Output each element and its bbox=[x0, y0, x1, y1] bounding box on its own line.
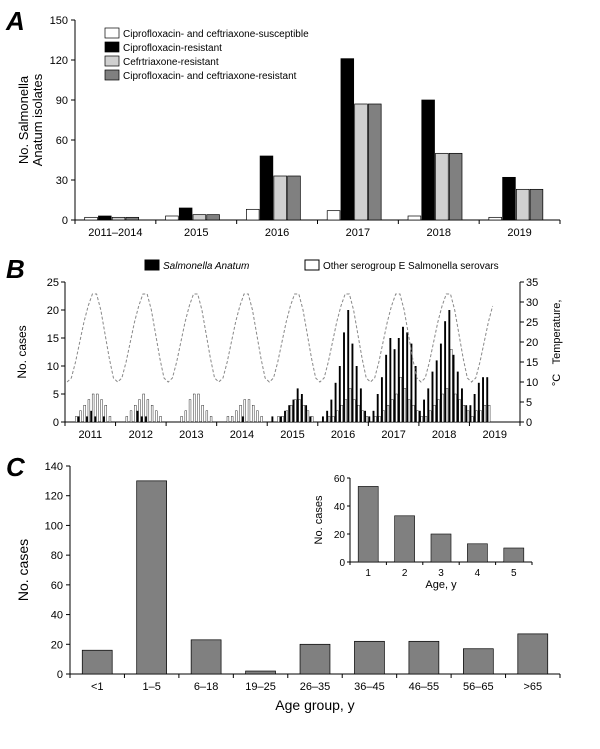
panel-b: B Salmonella AnatumOther serogroup E Sal… bbox=[10, 258, 590, 448]
panel-a: A 0306090120150No. SalmonellaAnatum isol… bbox=[10, 10, 590, 250]
svg-text:Temperature,: Temperature, bbox=[551, 300, 563, 365]
svg-text:2019: 2019 bbox=[507, 227, 531, 239]
svg-text:25: 25 bbox=[47, 277, 59, 289]
svg-text:2017: 2017 bbox=[381, 429, 405, 441]
svg-text:20: 20 bbox=[526, 337, 538, 349]
svg-text:2018: 2018 bbox=[427, 227, 451, 239]
svg-text:Age, y: Age, y bbox=[425, 579, 457, 591]
svg-text:0: 0 bbox=[57, 669, 63, 681]
svg-text:0: 0 bbox=[339, 558, 345, 569]
svg-text:No. cases: No. cases bbox=[15, 539, 31, 601]
svg-text:2018: 2018 bbox=[432, 429, 456, 441]
svg-text:6–18: 6–18 bbox=[194, 681, 218, 693]
svg-text:0: 0 bbox=[526, 417, 532, 429]
panel-c-chart: 020406080100120140No. cases<11–56–1819–2… bbox=[10, 456, 590, 716]
svg-text:140: 140 bbox=[45, 461, 63, 473]
svg-text:Age group, y: Age group, y bbox=[275, 697, 354, 713]
svg-text:20: 20 bbox=[334, 530, 346, 541]
svg-text:Anatum isolates: Anatum isolates bbox=[30, 73, 45, 166]
svg-text:2011–2014: 2011–2014 bbox=[88, 227, 142, 239]
svg-text:1: 1 bbox=[365, 568, 371, 579]
svg-text:No. cases: No. cases bbox=[313, 495, 325, 544]
svg-text:15: 15 bbox=[47, 333, 59, 345]
svg-text:150: 150 bbox=[50, 15, 68, 27]
svg-text:2016: 2016 bbox=[265, 227, 289, 239]
svg-text:0: 0 bbox=[62, 215, 68, 227]
svg-text:2015: 2015 bbox=[280, 429, 304, 441]
svg-text:30: 30 bbox=[526, 297, 538, 309]
svg-text:2011: 2011 bbox=[78, 429, 102, 441]
svg-text:Other serogroup E Salmonella s: Other serogroup E Salmonella serovars bbox=[323, 261, 499, 272]
svg-text:56–65: 56–65 bbox=[463, 681, 494, 693]
svg-text:26–35: 26–35 bbox=[300, 681, 331, 693]
svg-text:19–25: 19–25 bbox=[245, 681, 276, 693]
svg-text:0: 0 bbox=[53, 417, 59, 429]
svg-text:5: 5 bbox=[53, 389, 59, 401]
svg-text:2013: 2013 bbox=[179, 429, 203, 441]
svg-text:60: 60 bbox=[334, 474, 346, 485]
svg-text:60: 60 bbox=[56, 135, 68, 147]
svg-text:40: 40 bbox=[334, 502, 346, 513]
svg-text:36–45: 36–45 bbox=[354, 681, 385, 693]
svg-text:3: 3 bbox=[438, 568, 444, 579]
svg-text:15: 15 bbox=[526, 357, 538, 369]
panel-a-chart: 0 30 60 90 120 150 No. SalmonellaAnatum isolat… bbox=[10, 10, 590, 250]
svg-text:2016: 2016 bbox=[331, 429, 355, 441]
svg-text:100: 100 bbox=[45, 520, 63, 532]
svg-text:25: 25 bbox=[526, 317, 538, 329]
svg-text:80: 80 bbox=[51, 550, 63, 562]
svg-text:20: 20 bbox=[51, 639, 63, 651]
svg-text:No. cases: No. cases bbox=[15, 325, 29, 378]
svg-text:40: 40 bbox=[51, 610, 63, 622]
svg-text:10: 10 bbox=[47, 361, 59, 373]
svg-text:>65: >65 bbox=[523, 681, 542, 693]
svg-text:5: 5 bbox=[526, 397, 532, 409]
svg-text:Salmonella Anatum: Salmonella Anatum bbox=[163, 261, 249, 272]
svg-text:30: 30 bbox=[56, 175, 68, 187]
svg-text:90: 90 bbox=[56, 95, 68, 107]
svg-text:10: 10 bbox=[526, 377, 538, 389]
svg-text:Ciprofloxacin- and ceftriaxone: Ciprofloxacin- and ceftriaxone-resistant bbox=[123, 71, 297, 82]
svg-text:4: 4 bbox=[475, 568, 481, 579]
svg-text:60: 60 bbox=[51, 580, 63, 592]
svg-text:2017: 2017 bbox=[346, 227, 370, 239]
svg-text:20: 20 bbox=[47, 305, 59, 317]
svg-text:2015: 2015 bbox=[184, 227, 208, 239]
panel-b-chart: Salmonella Anatum Other serogroup E Salmo… bbox=[10, 258, 590, 448]
svg-text:°C: °C bbox=[551, 374, 563, 386]
svg-text:Cefrtriaxone-resistant: Cefrtriaxone-resistant bbox=[123, 57, 219, 68]
panel-c: C 020406080100120140No. cases<11–56–1819… bbox=[10, 456, 590, 716]
svg-text:120: 120 bbox=[45, 491, 63, 503]
svg-text:35: 35 bbox=[526, 277, 538, 289]
svg-text:2012: 2012 bbox=[129, 429, 153, 441]
svg-text:120: 120 bbox=[50, 55, 68, 67]
svg-text:1–5: 1–5 bbox=[142, 681, 160, 693]
svg-text:Ciprofloxacin- and ceftriaxone: Ciprofloxacin- and ceftriaxone-susceptib… bbox=[123, 29, 309, 40]
svg-text:5: 5 bbox=[511, 568, 517, 579]
svg-text:Ciprofloxacin-resistant: Ciprofloxacin-resistant bbox=[123, 43, 222, 54]
svg-text:2014: 2014 bbox=[230, 429, 254, 441]
svg-text:<1: <1 bbox=[91, 681, 104, 693]
svg-text:No. Salmonella: No. Salmonella bbox=[16, 75, 31, 164]
svg-text:2: 2 bbox=[402, 568, 408, 579]
svg-text:46–55: 46–55 bbox=[409, 681, 440, 693]
svg-text:2019: 2019 bbox=[482, 429, 506, 441]
